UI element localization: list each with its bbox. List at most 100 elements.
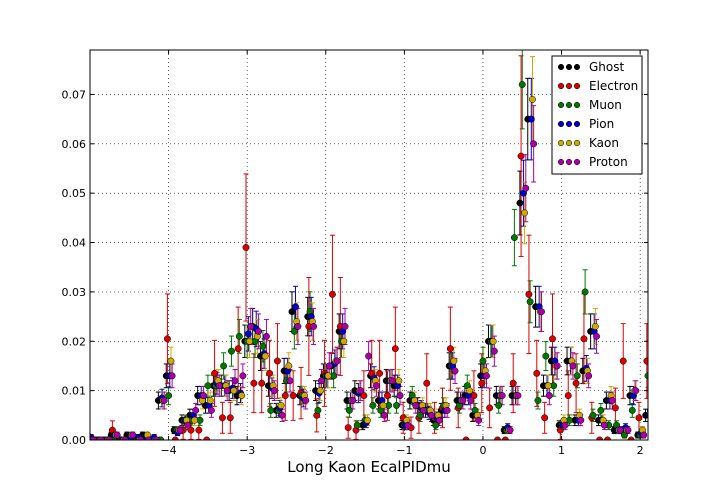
data-point-electron [187, 426, 195, 434]
data-point-electron [533, 369, 541, 377]
data-point-muon [314, 406, 322, 414]
legend-label: Electron [589, 79, 638, 93]
legend: Ghost Electron Muon Pion Kaon Proton [551, 55, 643, 175]
data-point-kaon [591, 323, 599, 330]
data-point-electron [572, 379, 580, 387]
data-point-proton [239, 372, 247, 380]
data-point-electron [329, 290, 336, 298]
x-tick-label: −3 [239, 444, 255, 457]
x-tick-label: −1 [396, 444, 412, 457]
data-point-proton [640, 431, 648, 439]
data-point-proton [129, 431, 137, 439]
data-point-kaon [379, 401, 387, 409]
data-point-pion [645, 412, 648, 419]
data-point-electron [643, 357, 648, 365]
data-point-kaon [277, 401, 285, 409]
plot-frame [89, 49, 649, 441]
data-point-muon [432, 421, 440, 429]
data-point-proton [192, 406, 200, 414]
data-point-proton [585, 372, 593, 380]
data-point-muon [526, 298, 534, 306]
data-point-electron [541, 414, 549, 422]
data-point-muon [581, 288, 589, 296]
data-point-kaon [544, 382, 552, 390]
data-point-electron [163, 335, 171, 343]
data-point-electron [423, 379, 431, 387]
data-point-electron [478, 379, 486, 387]
data-point-muon [165, 392, 173, 400]
legend-marker [565, 139, 573, 147]
data-point-proton [530, 140, 538, 148]
data-point-proton [467, 397, 475, 404]
data-point-proton [223, 387, 231, 395]
data-point-kaon [191, 416, 198, 424]
x-tick-label: −2 [318, 444, 334, 457]
data-point-proton [113, 431, 121, 439]
data-point-proton [553, 362, 561, 370]
data-point-proton [325, 362, 333, 370]
data-point-proton [357, 387, 365, 395]
data-point-proton [545, 392, 553, 400]
data-point-proton [349, 397, 357, 404]
data-point-muon [510, 234, 518, 242]
data-point-kaon [395, 377, 403, 385]
legend-marker [573, 63, 581, 71]
data-point-electron [446, 345, 454, 353]
data-point-kaon [363, 416, 371, 424]
data-point-muon [542, 352, 550, 360]
data-point-proton [412, 401, 420, 409]
data-point-proton [380, 411, 388, 419]
data-point-proton [506, 426, 514, 434]
legend-marker [565, 120, 573, 128]
data-point-proton [278, 411, 286, 419]
data-point-ghost [288, 308, 296, 316]
data-point-kaon [316, 387, 324, 395]
data-point-muon [220, 362, 228, 370]
y-tick-label: 0.06 [62, 138, 87, 151]
data-point-muon [573, 372, 581, 380]
data-point-proton [231, 377, 239, 385]
data-point-muon [345, 406, 353, 414]
data-point-proton [286, 377, 294, 385]
data-point-proton [443, 406, 451, 414]
data-point-muon [495, 401, 503, 409]
legend-marker [557, 139, 565, 147]
legend-marker [573, 120, 581, 128]
legend-marker [565, 101, 573, 109]
data-point-proton [207, 406, 215, 414]
data-point-electron [486, 404, 494, 412]
x-tick-label: −4 [160, 444, 176, 457]
legend-label: Proton [589, 155, 628, 169]
data-point-proton [459, 397, 467, 404]
data-point-proton [184, 421, 192, 429]
data-point-proton [341, 323, 349, 330]
data-point-proton [200, 392, 208, 400]
legend-label: Ghost [589, 60, 624, 74]
data-point-kaon [466, 387, 474, 395]
data-point-proton [600, 421, 608, 429]
data-point-electron [242, 244, 250, 251]
data-point-kaon [521, 209, 529, 217]
ticks: −4 −3 −2 −1 0 1 2 0.00 0.01 0.02 0.03 0.04 0.05 0.06 0… [62, 50, 648, 457]
y-tick-label: 0.07 [62, 88, 87, 101]
data-point-electron [580, 335, 588, 343]
data-point-proton [215, 382, 223, 390]
data-point-proton [247, 323, 255, 330]
data-point-kaon [450, 357, 458, 365]
data-point-proton [255, 327, 263, 335]
data-point-electron [195, 426, 203, 434]
data-point-kaon [238, 392, 246, 400]
data-point-kaon [489, 337, 497, 345]
data-point-kaon [230, 387, 238, 395]
legend-marker [557, 101, 565, 109]
data-point-proton [490, 347, 498, 355]
data-point-electron [226, 414, 234, 422]
legend-marker [573, 82, 581, 90]
data-point-pion [292, 303, 299, 311]
data-point-electron [289, 392, 297, 400]
data-point-electron [258, 379, 266, 387]
data-point-electron [619, 357, 627, 365]
data-point-proton [483, 372, 490, 380]
x-tick-label: 2 [637, 444, 644, 457]
data-point-proton [302, 397, 310, 404]
